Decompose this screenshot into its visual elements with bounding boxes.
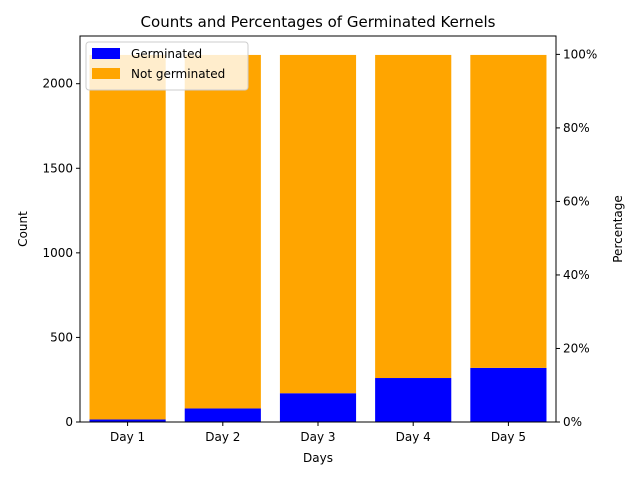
- bar-not-germinated-3: [279, 54, 357, 394]
- y2-tick-label: 60%: [563, 194, 590, 208]
- legend-swatch-not-germinated: [92, 68, 120, 79]
- bar-germinated-1: [89, 419, 166, 422]
- y2-axis-label: Percentage: [611, 195, 625, 263]
- legend-swatch-germinated: [92, 48, 120, 59]
- x-axis-label: Days: [303, 451, 333, 465]
- bar-germinated-4: [375, 378, 452, 422]
- y-tick-label: 1000: [42, 246, 73, 260]
- y-axis-label: Count: [16, 211, 30, 247]
- y2-tick-label: 80%: [563, 121, 590, 135]
- bar-not-germinated-4: [375, 54, 452, 379]
- y2-tick-label: 40%: [563, 268, 590, 282]
- y-tick-label: 0: [65, 415, 73, 429]
- x-axis-ticks: Day 1 Day 2 Day 3 Day 4 Day 5: [110, 422, 526, 444]
- y-axis-ticks: 0 500 1000 1500 2000: [42, 77, 80, 429]
- legend-label-germinated: Germinated: [131, 47, 202, 61]
- legend: Germinated Not germinated: [85, 41, 249, 91]
- bar-germinated-5: [470, 367, 547, 422]
- x-tick-label: Day 2: [205, 430, 240, 444]
- y2-tick-label: 20%: [563, 341, 590, 355]
- bars-group: [89, 54, 547, 422]
- plot-frame: [79, 35, 557, 423]
- y-tick-label: 1500: [42, 161, 73, 175]
- bar-germinated-2: [184, 408, 261, 422]
- y2-axis-ticks: 0% 20% 40% 60% 80% 100%: [556, 47, 597, 429]
- chart-title: Counts and Percentages of Germinated Ker…: [141, 13, 496, 31]
- y-tick-label: 2000: [42, 77, 73, 91]
- bar-not-germinated-2: [184, 54, 261, 409]
- x-tick-label: Day 1: [110, 430, 145, 444]
- bar-germinated-3: [279, 393, 357, 422]
- x-tick-label: Day 3: [300, 430, 335, 444]
- bar-not-germinated-1: [89, 54, 166, 420]
- y2-tick-label: 100%: [563, 47, 597, 61]
- y-tick-label: 500: [50, 330, 73, 344]
- legend-label-not-germinated: Not germinated: [131, 67, 225, 81]
- y2-tick-label: 0%: [563, 415, 582, 429]
- legend-box: [85, 41, 249, 91]
- x-tick-label: Day 4: [396, 430, 431, 444]
- x-tick-label: Day 5: [491, 430, 526, 444]
- bar-not-germinated-5: [470, 54, 547, 368]
